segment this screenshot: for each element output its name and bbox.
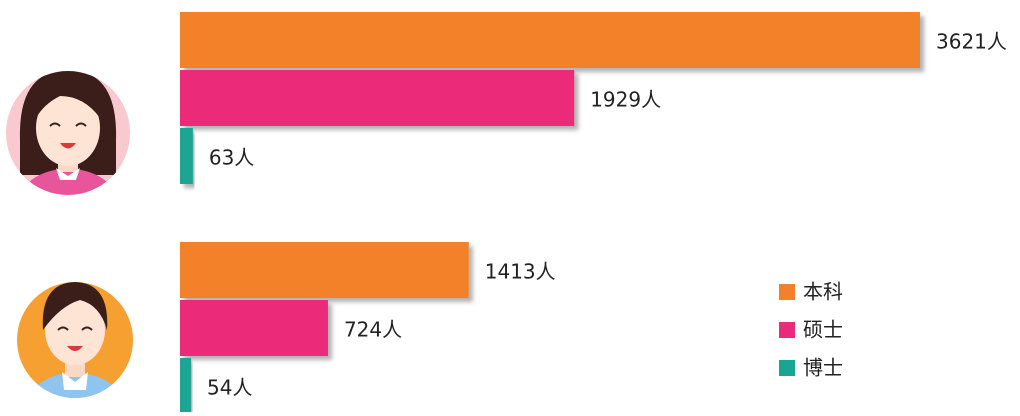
bar bbox=[180, 70, 575, 126]
legend-swatch bbox=[779, 284, 795, 300]
legend-label: 硕士 bbox=[803, 318, 843, 342]
bar bbox=[180, 128, 193, 184]
value-label: 3621人 bbox=[936, 30, 1007, 54]
avatar-male bbox=[17, 282, 133, 398]
value-label: 1929人 bbox=[590, 88, 661, 112]
legend-label: 博士 bbox=[803, 356, 843, 380]
bar bbox=[180, 300, 328, 356]
value-label: 724人 bbox=[344, 318, 402, 342]
value-label: 63人 bbox=[209, 146, 254, 170]
avatar-female bbox=[6, 71, 130, 195]
legend-label: 本科 bbox=[803, 280, 843, 304]
value-label: 1413人 bbox=[485, 260, 556, 284]
bar bbox=[180, 12, 920, 68]
bar bbox=[180, 242, 469, 298]
legend-swatch bbox=[779, 360, 795, 376]
value-label: 54人 bbox=[207, 376, 252, 400]
bar bbox=[180, 358, 192, 414]
legend-swatch bbox=[779, 322, 795, 338]
